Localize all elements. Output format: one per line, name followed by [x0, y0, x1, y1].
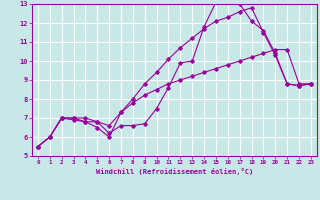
X-axis label: Windchill (Refroidissement éolien,°C): Windchill (Refroidissement éolien,°C) — [96, 168, 253, 175]
